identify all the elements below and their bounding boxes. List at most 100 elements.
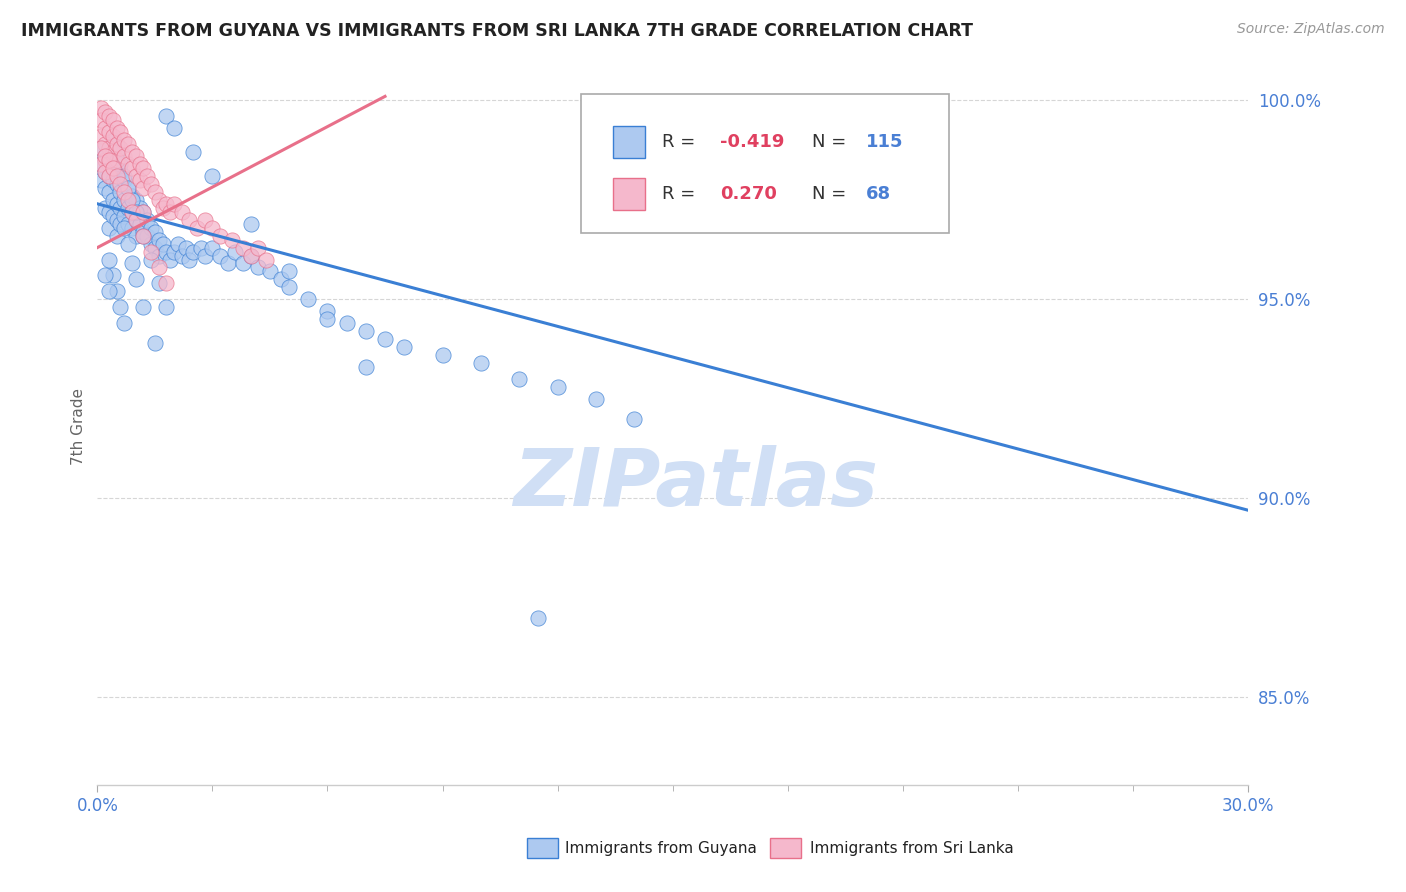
- Point: [105, 228, 128, 243]
- Point: [90, 157, 112, 171]
- Point: [97, 153, 120, 167]
- Point: [152, 236, 174, 251]
- Point: [121, 204, 143, 219]
- Point: [128, 201, 150, 215]
- Point: [110, 141, 132, 155]
- Point: [125, 204, 148, 219]
- Point: [527, 610, 550, 624]
- Point: [155, 196, 177, 211]
- Point: [112, 316, 135, 330]
- Point: [94, 268, 117, 283]
- Point: [101, 133, 124, 147]
- Point: [155, 244, 177, 259]
- Point: [121, 189, 143, 203]
- Point: [239, 248, 262, 262]
- Point: [105, 145, 128, 159]
- Point: [224, 244, 246, 259]
- Text: ZIPatlas: ZIPatlas: [513, 445, 879, 523]
- Point: [94, 137, 117, 152]
- Point: [101, 193, 124, 207]
- FancyBboxPatch shape: [613, 178, 645, 211]
- Point: [105, 285, 128, 299]
- Point: [132, 181, 155, 195]
- Point: [170, 248, 193, 262]
- Point: [159, 252, 181, 267]
- Point: [239, 248, 262, 262]
- Text: IMMIGRANTS FROM GUYANA VS IMMIGRANTS FROM SRI LANKA 7TH GRADE CORRELATION CHART: IMMIGRANTS FROM GUYANA VS IMMIGRANTS FRO…: [21, 22, 973, 40]
- Point: [101, 145, 124, 159]
- Point: [110, 125, 132, 139]
- Point: [94, 149, 117, 163]
- Point: [110, 300, 132, 314]
- Point: [155, 109, 177, 123]
- Point: [278, 280, 301, 294]
- Point: [194, 212, 217, 227]
- Point: [101, 173, 124, 187]
- Point: [132, 225, 155, 239]
- Point: [105, 177, 128, 191]
- Point: [97, 109, 120, 123]
- Point: [110, 165, 132, 179]
- Point: [97, 153, 120, 167]
- Point: [170, 204, 193, 219]
- Point: [117, 201, 139, 215]
- Point: [221, 233, 243, 247]
- Point: [121, 145, 143, 159]
- Point: [117, 157, 139, 171]
- Point: [125, 212, 148, 227]
- Text: N =: N =: [811, 133, 852, 151]
- Point: [125, 212, 148, 227]
- Point: [148, 193, 170, 207]
- Point: [239, 217, 262, 231]
- Point: [90, 173, 112, 187]
- Point: [97, 157, 120, 171]
- Point: [139, 252, 162, 267]
- Point: [125, 272, 148, 286]
- Point: [132, 228, 155, 243]
- Point: [121, 193, 143, 207]
- Point: [139, 236, 162, 251]
- Point: [194, 248, 217, 262]
- Point: [97, 185, 120, 199]
- Point: [132, 204, 155, 219]
- Point: [117, 217, 139, 231]
- Point: [132, 300, 155, 314]
- Point: [128, 157, 150, 171]
- Point: [112, 220, 135, 235]
- Point: [97, 220, 120, 235]
- Point: [209, 228, 232, 243]
- Point: [181, 244, 204, 259]
- Point: [508, 372, 530, 386]
- Point: [90, 141, 112, 155]
- Point: [117, 181, 139, 195]
- Point: [94, 121, 117, 136]
- Point: [270, 272, 292, 286]
- Point: [247, 241, 270, 255]
- Point: [105, 153, 128, 167]
- Point: [117, 193, 139, 207]
- Point: [163, 121, 186, 136]
- Point: [112, 185, 135, 199]
- Point: [117, 236, 139, 251]
- Point: [148, 260, 170, 275]
- Point: [105, 212, 128, 227]
- Point: [159, 204, 181, 219]
- Point: [94, 153, 117, 167]
- Point: [90, 113, 112, 128]
- Point: [217, 256, 239, 270]
- Point: [105, 196, 128, 211]
- Point: [101, 209, 124, 223]
- Point: [94, 105, 117, 120]
- Point: [121, 204, 143, 219]
- Text: R =: R =: [662, 133, 702, 151]
- Point: [90, 101, 112, 115]
- Point: [121, 161, 143, 175]
- Point: [201, 241, 224, 255]
- Point: [278, 264, 301, 278]
- Point: [143, 225, 166, 239]
- Point: [121, 256, 143, 270]
- Point: [136, 169, 159, 183]
- Point: [623, 411, 645, 425]
- Point: [128, 217, 150, 231]
- Point: [112, 193, 135, 207]
